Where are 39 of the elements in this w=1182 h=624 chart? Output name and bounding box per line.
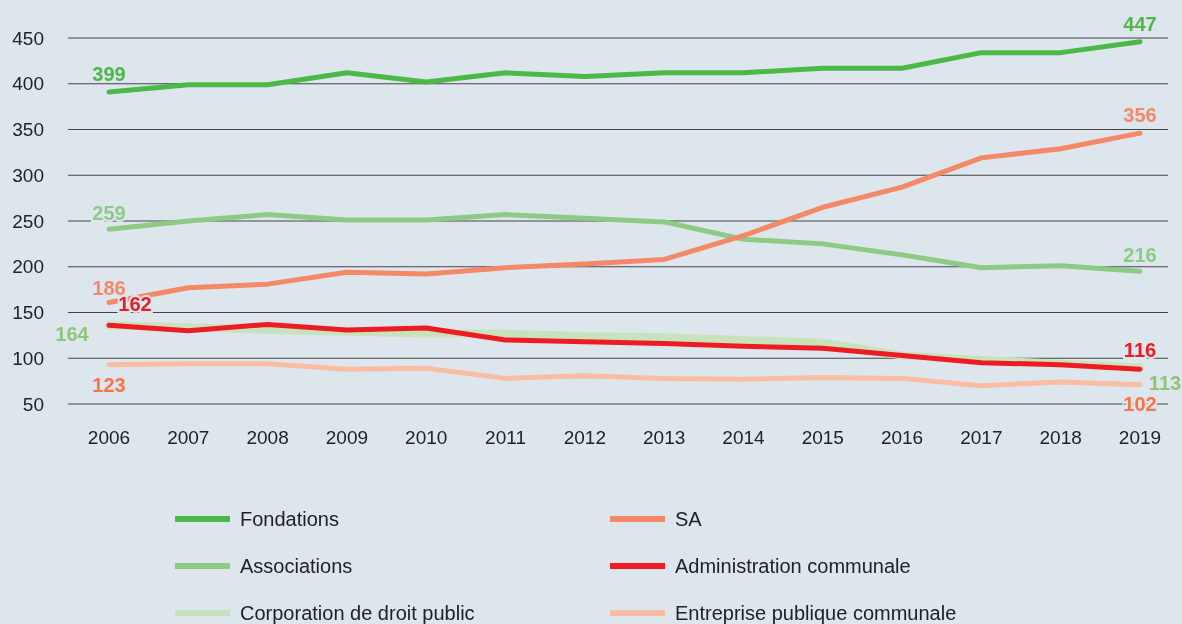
x-tick-label: 2017: [960, 426, 1003, 448]
annotation: 102: [1123, 392, 1157, 415]
legend-label: Entreprise publique communale: [675, 602, 957, 624]
legend-label: SA: [675, 508, 703, 530]
x-tick-label: 2008: [246, 426, 289, 448]
x-tick-label: 2011: [485, 426, 526, 448]
x-tick-label: 2007: [167, 426, 210, 448]
annotation: 399: [92, 62, 126, 85]
y-tick-label: 350: [12, 119, 44, 141]
annotation: 116: [1123, 339, 1157, 362]
annotation: 356: [1123, 104, 1157, 127]
x-tick-label: 2019: [1118, 426, 1162, 448]
annotation: 113: [1148, 372, 1182, 395]
legend-label: Administration communale: [675, 555, 911, 577]
legend-label: Corporation de droit public: [240, 602, 475, 624]
annotation: 164: [55, 323, 90, 346]
y-tick-label: 100: [12, 347, 44, 369]
legend-label: Fondations: [240, 508, 339, 530]
annotation: 216: [1123, 244, 1157, 267]
annotation: 123: [92, 373, 126, 396]
x-tick-label: 2014: [722, 426, 766, 448]
x-tick-label: 2016: [880, 426, 924, 448]
x-tick-label: 2010: [405, 426, 448, 448]
y-tick-label: 400: [12, 73, 44, 95]
x-tick-label: 2018: [1039, 426, 1082, 448]
x-tick-label: 2009: [325, 426, 369, 448]
y-tick-label: 150: [12, 302, 44, 324]
text: 447: [1123, 12, 1157, 35]
annotation: 259: [92, 202, 126, 225]
x-tick-label: 2012: [563, 426, 606, 448]
y-tick-label: 450: [12, 27, 44, 49]
x-tick-label: 2013: [643, 426, 686, 448]
x-tick-label: 2006: [87, 426, 131, 448]
y-tick-label: 300: [12, 164, 44, 186]
y-tick-label: 50: [22, 393, 44, 415]
y-tick-label: 250: [12, 210, 44, 232]
x-tick-label: 2015: [801, 426, 844, 448]
legend-label: Associations: [240, 555, 353, 577]
y-tick-label: 200: [12, 256, 44, 278]
